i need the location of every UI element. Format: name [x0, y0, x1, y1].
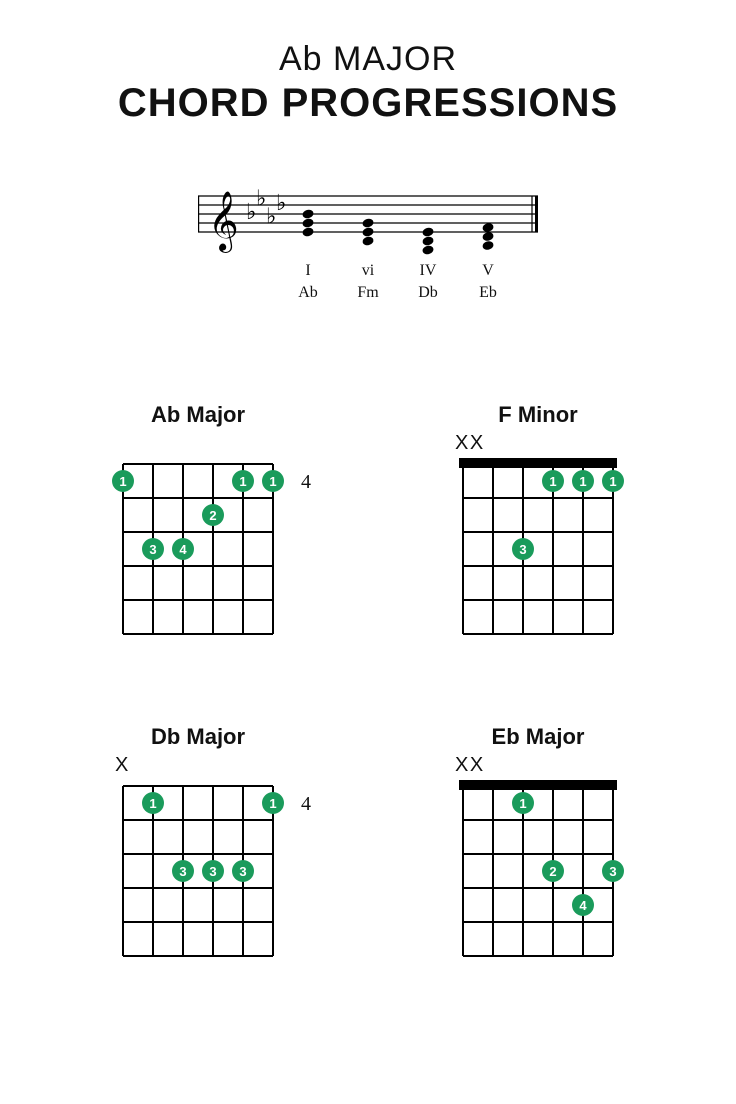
svg-text:♭: ♭	[246, 199, 256, 224]
chord-diagram: Db MajorX411333	[88, 724, 308, 966]
finger-dot: 2	[542, 860, 564, 882]
title-block: Ab MAJOR CHORD PROGRESSIONS	[0, 0, 736, 126]
staff-chord-label: IV Db	[398, 256, 458, 302]
finger-dot: 3	[512, 538, 534, 560]
fretboard: X411333	[103, 756, 293, 966]
chord-name: Ab	[278, 284, 338, 302]
nut-bar	[459, 458, 617, 468]
finger-dot: 1	[512, 792, 534, 814]
staff-chord-label: vi Fm	[338, 256, 398, 302]
title-line-2: CHORD PROGRESSIONS	[0, 81, 736, 126]
finger-dot: 4	[172, 538, 194, 560]
chord-name: Fm	[338, 284, 398, 302]
staff-chord-label: I Ab	[278, 256, 338, 302]
chord-diagram-title: F Minor	[428, 402, 648, 428]
finger-dot: 1	[542, 470, 564, 492]
svg-text:♭: ♭	[256, 186, 266, 211]
mute-markers: X X	[455, 432, 481, 455]
roman-numeral: vi	[338, 262, 398, 280]
nut-bar	[459, 780, 617, 790]
svg-text:𝄞: 𝄞	[208, 191, 239, 253]
chord-diagram-title: Eb Major	[428, 724, 648, 750]
svg-text:♭: ♭	[266, 204, 276, 229]
fretboard: X X 1 2 34	[443, 756, 633, 966]
fretboard: 4111234	[103, 434, 293, 644]
finger-dot: 1	[602, 470, 624, 492]
finger-dot: 1	[262, 792, 284, 814]
chord-name: Eb	[458, 284, 518, 302]
staff-notation: 𝄞♭♭♭♭ IAbviFmIVDbVEb	[198, 176, 538, 302]
finger-dot: 3	[232, 860, 254, 882]
fret-number-label: 4	[301, 793, 311, 816]
finger-dot: 4	[572, 894, 594, 916]
roman-numeral: IV	[398, 262, 458, 280]
finger-dot: 2	[202, 504, 224, 526]
chord-name: Db	[398, 284, 458, 302]
chord-diagrams-grid: Ab Major4111234F MinorX X1113Db MajorX41…	[88, 402, 648, 966]
finger-dot: 3	[202, 860, 224, 882]
finger-dot: 3	[172, 860, 194, 882]
chord-diagram-title: Db Major	[88, 724, 308, 750]
staff-labels: I Abvi FmIV DbV Eb	[278, 256, 518, 302]
finger-dot: 3	[602, 860, 624, 882]
roman-numeral: I	[278, 262, 338, 280]
finger-dot: 1	[232, 470, 254, 492]
staff-svg: 𝄞♭♭♭♭	[198, 176, 538, 256]
roman-numeral: V	[458, 262, 518, 280]
finger-dot: 1	[572, 470, 594, 492]
fretboard: X X1113	[443, 434, 633, 644]
mute-markers: X X	[455, 754, 481, 777]
title-line-1: Ab MAJOR	[0, 40, 736, 79]
svg-text:♭: ♭	[276, 190, 286, 215]
chord-diagram: F MinorX X1113	[428, 402, 648, 644]
finger-dot: 1	[112, 470, 134, 492]
finger-dot: 3	[142, 538, 164, 560]
staff-chord-label: V Eb	[458, 256, 518, 302]
finger-dot: 1	[262, 470, 284, 492]
finger-dot: 1	[142, 792, 164, 814]
chord-diagram: Ab Major4111234	[88, 402, 308, 644]
chord-diagram-title: Ab Major	[88, 402, 308, 428]
mute-markers: X	[115, 754, 126, 777]
chord-diagram: Eb Major X X 1 2 34	[428, 724, 648, 966]
fret-number-label: 4	[301, 471, 311, 494]
